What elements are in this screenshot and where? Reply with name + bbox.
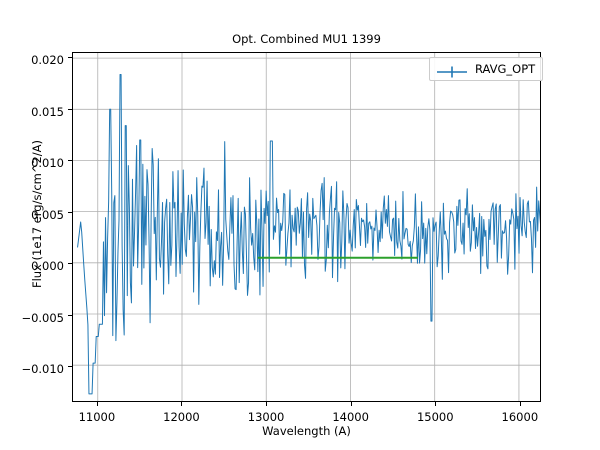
y-tickmark [68, 365, 72, 367]
x-tickmark [266, 402, 268, 406]
x-tick-label: 15000 [416, 410, 454, 424]
y-tickmark [68, 263, 72, 265]
y-tickmark [68, 211, 72, 213]
x-tickmark [435, 402, 437, 406]
y-tickmark [68, 160, 72, 162]
y-tickmark [68, 314, 72, 316]
data-series-group [77, 73, 540, 395]
legend-label-ravg-opt: RAVG_OPT [475, 62, 536, 76]
x-axis-label: Wavelength (A) [262, 424, 351, 438]
y-tickmark [68, 57, 72, 59]
y-tick-label: 0.010 [31, 156, 64, 171]
y-tick-label: −0.005 [21, 310, 64, 325]
x-tickmark [181, 402, 183, 406]
x-tick-label: 11000 [78, 410, 116, 424]
spectrum-line-ravg-opt [77, 73, 540, 395]
y-tick-label: 0.005 [31, 207, 64, 222]
y-tickmark [68, 108, 72, 110]
x-tickmark [519, 402, 521, 406]
y-tick-label: 0.000 [31, 259, 64, 274]
page-title: Opt. Combined MU1 1399 [232, 32, 381, 46]
x-tick-label: 16000 [501, 410, 539, 424]
x-tick-label: 12000 [163, 410, 200, 424]
legend[interactable]: RAVG_OPT [429, 57, 544, 81]
x-tick-label: 14000 [332, 410, 369, 424]
x-tick-label: 13000 [247, 410, 285, 424]
x-tickmark [96, 402, 98, 406]
x-tickmark [350, 402, 352, 406]
y-tick-label: 0.015 [31, 104, 64, 119]
spectrum-plot-svg [73, 53, 540, 401]
y-tick-label: −0.010 [21, 361, 64, 376]
plot-area [72, 52, 541, 402]
y-tick-label: 0.020 [31, 53, 64, 68]
legend-errorbar-icon [436, 63, 468, 78]
